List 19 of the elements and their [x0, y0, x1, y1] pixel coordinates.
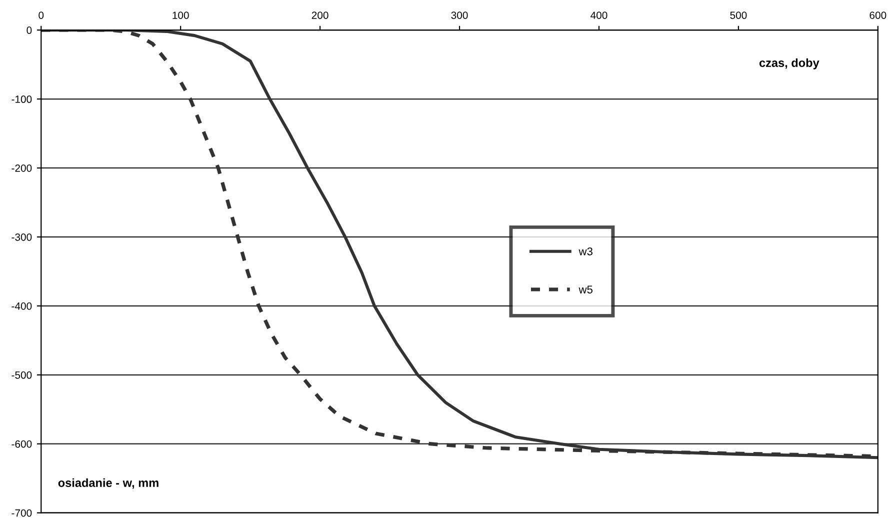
x-tick-label: 200 — [312, 12, 328, 19]
y-tick-label: -400 — [12, 302, 32, 310]
x-tick-label: 100 — [172, 12, 189, 19]
y-tick-label: -700 — [12, 509, 32, 517]
y-tick-label: -100 — [12, 96, 32, 103]
y-tick-label: -200 — [12, 164, 32, 172]
y-tick-label: 0 — [26, 26, 32, 34]
x-tick-label: 500 — [730, 12, 747, 19]
x-axis-title: czas, doby — [759, 58, 820, 70]
legend-label: w5 — [578, 286, 592, 294]
x-tick-label: 400 — [590, 12, 608, 19]
legend-label: w3 — [578, 247, 592, 256]
x-tick-label: 300 — [451, 12, 468, 19]
y-tick-label: -500 — [12, 371, 32, 379]
y-axis-title: osiadanie - w, mm — [58, 478, 158, 489]
y-tick-label: -300 — [12, 233, 32, 241]
y-tick-label: -600 — [12, 440, 32, 448]
x-tick-label: 0 — [38, 12, 44, 19]
x-tick-label: 600 — [870, 12, 886, 19]
